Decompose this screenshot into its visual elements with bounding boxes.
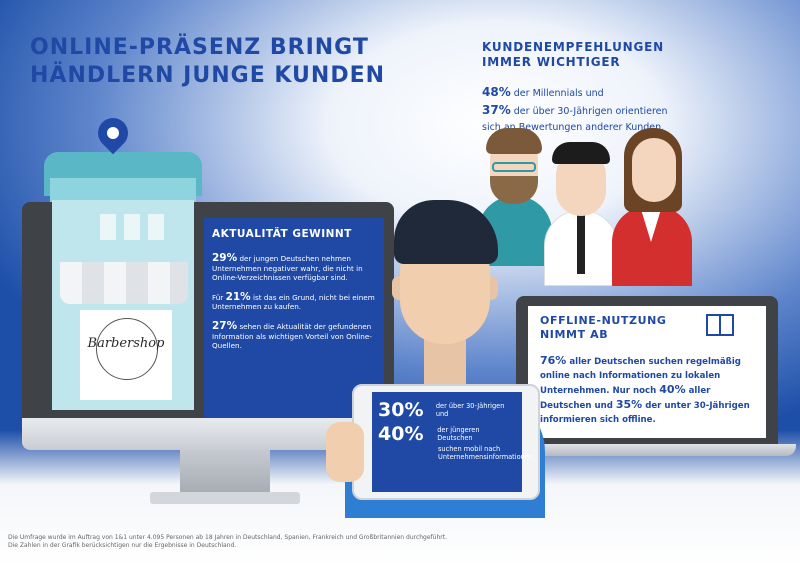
title-line-1: ONLINE-PRÄSENZ BRINGT (30, 35, 369, 60)
kunden-title-line-1: KUNDENEMPFEHLUNGEN (482, 40, 664, 54)
mobil-panel: 30% der über 30-Jährigen und 40% der jün… (372, 392, 536, 492)
monitor-stand (180, 450, 270, 496)
akt-p2-pre: Für (212, 292, 224, 302)
book-icon (706, 314, 734, 336)
offline-v2: 40% (659, 383, 686, 396)
kunden-title: KUNDENEMPFEHLUNGEN IMMER WICHTIGER (482, 40, 742, 70)
mobil-stat2-text2: suchen mobil nach Unternehmensinformatio… (438, 445, 536, 461)
kunden-text: 48% der Millennials und 37% der über 30-… (482, 84, 742, 136)
offline-t3: der unter 30-Jährigen informieren sich o… (540, 401, 750, 425)
mobil-row-1: 30% der über 30-Jährigen und (378, 400, 516, 420)
akt-p3-text: sehen die Aktualität der gefundenen Info… (212, 321, 372, 351)
kunden-stat2-text2: sich an Bewertungen anderer Kunden. (482, 122, 665, 133)
aktualitaet-paragraph-3: 27% sehen die Aktualität der gefundenen … (212, 319, 376, 351)
akt-p1-value: 29% (212, 252, 238, 264)
aktualitaet-title: AKTUALITÄT GEWINNT (212, 228, 352, 240)
offline-t2: aller Deutschen und (540, 386, 711, 411)
mobil-stat2-value: 40% (378, 423, 424, 445)
footnote-line-1: Die Umfrage wurde im Auftrag von 1&1 unt… (8, 534, 447, 541)
shop-sign-ring (96, 318, 158, 380)
laptop-base (500, 444, 796, 456)
kunden-title-line-2: IMMER WICHTIGER (482, 55, 621, 69)
location-pin-icon (91, 111, 135, 155)
offline-text: 76% aller Deutschen suchen regelmäßig on… (540, 354, 754, 427)
title-line-2: HÄNDLERN JUNGE KUNDEN (30, 63, 386, 88)
offline-v1: 76% (540, 354, 567, 367)
aktualitaet-paragraph-1: 29% der jungen Deutschen nehmen Unterneh… (212, 252, 376, 283)
offline-panel: OFFLINE-NUTZUNG NIMMT AB 76% aller Deuts… (528, 306, 766, 438)
mobil-stat2-text: der jüngeren Deutschen (437, 426, 480, 442)
person-hand (326, 422, 364, 482)
offline-title: OFFLINE-NUTZUNG NIMMT AB (540, 314, 754, 342)
akt-p2-text: ist das ein Grund, nicht bei einem Unter… (212, 292, 375, 312)
kunden-stat2-text: der über 30-Jährigen orientieren (513, 106, 668, 117)
footnote: Die Umfrage wurde im Auftrag von 1&1 unt… (8, 534, 447, 550)
page-title: ONLINE-PRÄSENZ BRINGT HÄNDLERN JUNGE KUN… (30, 34, 385, 90)
kundenempfehlungen-section: KUNDENEMPFEHLUNGEN IMMER WICHTIGER 48% d… (482, 40, 742, 136)
mobil-row-2: 40% der jüngeren Deutschen (378, 424, 516, 444)
mobil-stat1-text: der über 30-Jährigen und (435, 402, 505, 418)
aktualitaet-panel: AKTUALITÄT GEWINNT 29% der jungen Deutsc… (204, 218, 384, 418)
aktualitaet-paragraph-2: Für 21% ist das ein Grund, nicht bei ein… (212, 290, 376, 312)
kunden-stat2-value: 37% (482, 103, 511, 117)
offline-title-line-2: NIMMT AB (540, 328, 609, 341)
shop-window (100, 214, 116, 240)
akt-p3-value: 27% (212, 319, 238, 332)
shop-window (148, 214, 164, 240)
footnote-line-2: Die Zahlen in der Grafik berücksichtigen… (8, 542, 237, 549)
kunden-stat1-value: 48% (482, 85, 511, 99)
shop-window (124, 214, 140, 240)
shop-roof-band (50, 178, 196, 202)
offline-v3: 35% (615, 398, 643, 411)
offline-title-line-1: OFFLINE-NUTZUNG (540, 314, 667, 327)
person-hair (394, 200, 498, 264)
mobil-stat1-value: 30% (378, 399, 424, 421)
shop-awning (60, 262, 188, 304)
akt-p1-text: der jungen Deutschen nehmen Unternehmen … (212, 254, 363, 283)
akt-p2-value: 21% (225, 290, 251, 303)
shop-sign-text: Barbershop (87, 336, 165, 351)
monitor-stand-base (150, 492, 300, 504)
kunden-stat1-text: der Millennials und (513, 88, 604, 99)
offline-t1: aller Deutschen suchen regelmäßig online… (540, 357, 741, 396)
